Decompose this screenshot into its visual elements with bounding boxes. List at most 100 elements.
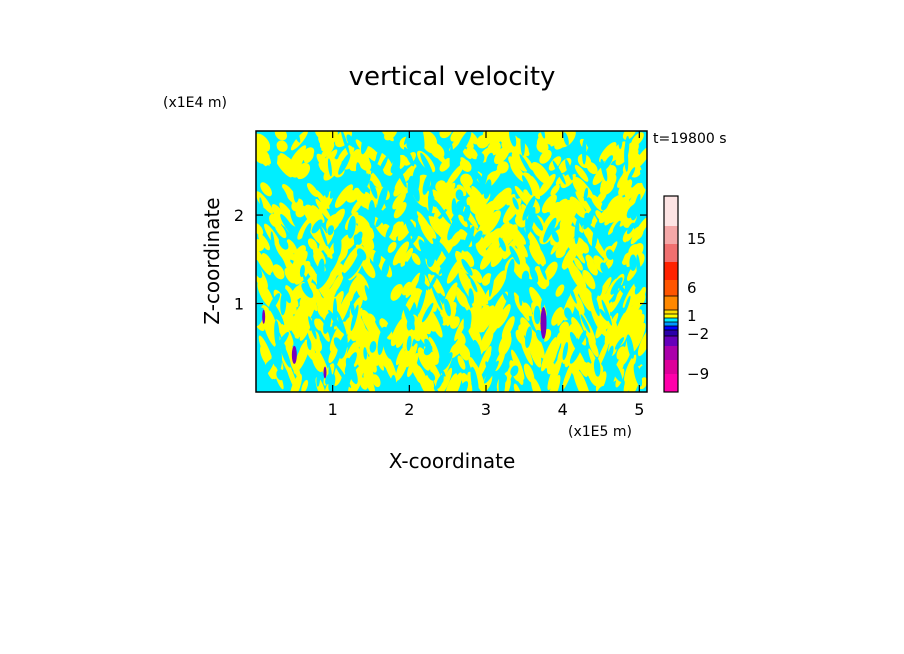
positive-patch [478, 304, 491, 322]
negative-patch [428, 273, 438, 290]
positive-patch [361, 259, 371, 272]
negative-patch [421, 302, 434, 323]
negative-patch [259, 358, 275, 379]
negative-patch [270, 131, 275, 146]
positive-patch [371, 374, 381, 388]
positive-patch [547, 356, 562, 391]
negative-patch [593, 357, 601, 377]
negative-patch [528, 138, 536, 158]
positive-patch [591, 194, 604, 212]
positive-patch [543, 261, 558, 281]
negative-patch [256, 292, 261, 309]
negative-patch [383, 343, 392, 359]
positive-patch [581, 286, 596, 308]
positive-patch [457, 355, 466, 370]
positive-patch [407, 352, 419, 378]
colorbar-tick-label: −2 [687, 325, 709, 343]
negative-patch [406, 335, 412, 352]
negative-patch [327, 225, 334, 236]
positive-patch [263, 260, 273, 273]
positive-patch [586, 260, 598, 276]
positive-patch [328, 344, 338, 364]
positive-patch [268, 331, 277, 343]
negative-patch [347, 215, 356, 239]
colorbar-tick-label: 1 [687, 307, 697, 325]
positive-patch [519, 332, 531, 357]
positive-patch [496, 305, 510, 329]
positive-patch [390, 283, 403, 301]
colorbar-segment [664, 374, 678, 392]
positive-patch [396, 251, 407, 264]
negative-patch [375, 206, 389, 228]
negative-patch [626, 334, 635, 359]
positive-patch [393, 202, 407, 219]
positive-patch [258, 233, 271, 251]
positive-patch [479, 247, 496, 270]
positive-patch [351, 198, 363, 215]
negative-patch [436, 311, 444, 324]
negative-patch [525, 217, 529, 238]
negative-patch [493, 172, 505, 194]
positive-patch [293, 245, 306, 263]
x-tick-label: 4 [558, 400, 568, 419]
positive-patch [458, 214, 468, 228]
negative-patch [540, 296, 545, 311]
positive-patch [637, 328, 647, 357]
positive-patch [471, 185, 487, 207]
positive-patch [285, 361, 299, 392]
negative-patch [293, 177, 300, 203]
positive-patch [553, 201, 571, 225]
negative-patch [279, 341, 291, 368]
negative-patch [268, 293, 281, 311]
positive-patch [562, 224, 575, 237]
negative-patch [486, 152, 494, 165]
positive-patch [482, 231, 496, 249]
positive-patch [482, 210, 501, 235]
negative-patch [470, 277, 478, 293]
negative-patch [518, 291, 523, 306]
negative-patch [470, 366, 479, 392]
positive-patch [538, 132, 549, 144]
colorbar-tick-label: 15 [687, 230, 706, 248]
negative-patch [601, 299, 612, 326]
y-axis: 12 [234, 206, 647, 314]
negative-patch [533, 305, 541, 325]
positive-patch [575, 191, 593, 215]
positive-patch [256, 149, 268, 164]
positive-patch [310, 334, 323, 352]
x-tick-label: 5 [634, 400, 644, 419]
negative-patch [455, 189, 464, 201]
negative-patch [356, 248, 367, 261]
negative-patch [539, 263, 547, 280]
negative-patch [629, 254, 637, 271]
positive-patch [272, 264, 285, 280]
positive-patch [512, 353, 524, 378]
positive-patch [367, 356, 377, 373]
negative-patch [418, 131, 425, 149]
positive-patch [261, 305, 277, 330]
colorbar-segment [664, 360, 678, 374]
positive-patch [574, 257, 583, 271]
negative-patch [323, 313, 332, 334]
negative-patch [564, 307, 573, 320]
positive-patch [351, 335, 362, 356]
positive-patch [555, 246, 566, 258]
negative-patch [463, 204, 471, 222]
negative-patch [443, 144, 452, 158]
positive-patch [607, 213, 624, 235]
positive-patch [321, 142, 335, 159]
positive-patch [416, 365, 430, 392]
negative-patch [280, 213, 297, 239]
x-axis-label: X-coordinate [389, 449, 516, 473]
positive-patch [392, 192, 406, 210]
positive-patch [412, 314, 430, 347]
negative-patch [389, 374, 397, 392]
positive-patch [274, 239, 291, 262]
negative-patch [422, 173, 432, 195]
negative-patch [311, 219, 323, 234]
positive-patch [417, 347, 431, 371]
positive-patch [449, 316, 460, 329]
negative-patch [591, 291, 600, 317]
negative-patch [346, 134, 355, 147]
positive-patch [564, 255, 580, 280]
